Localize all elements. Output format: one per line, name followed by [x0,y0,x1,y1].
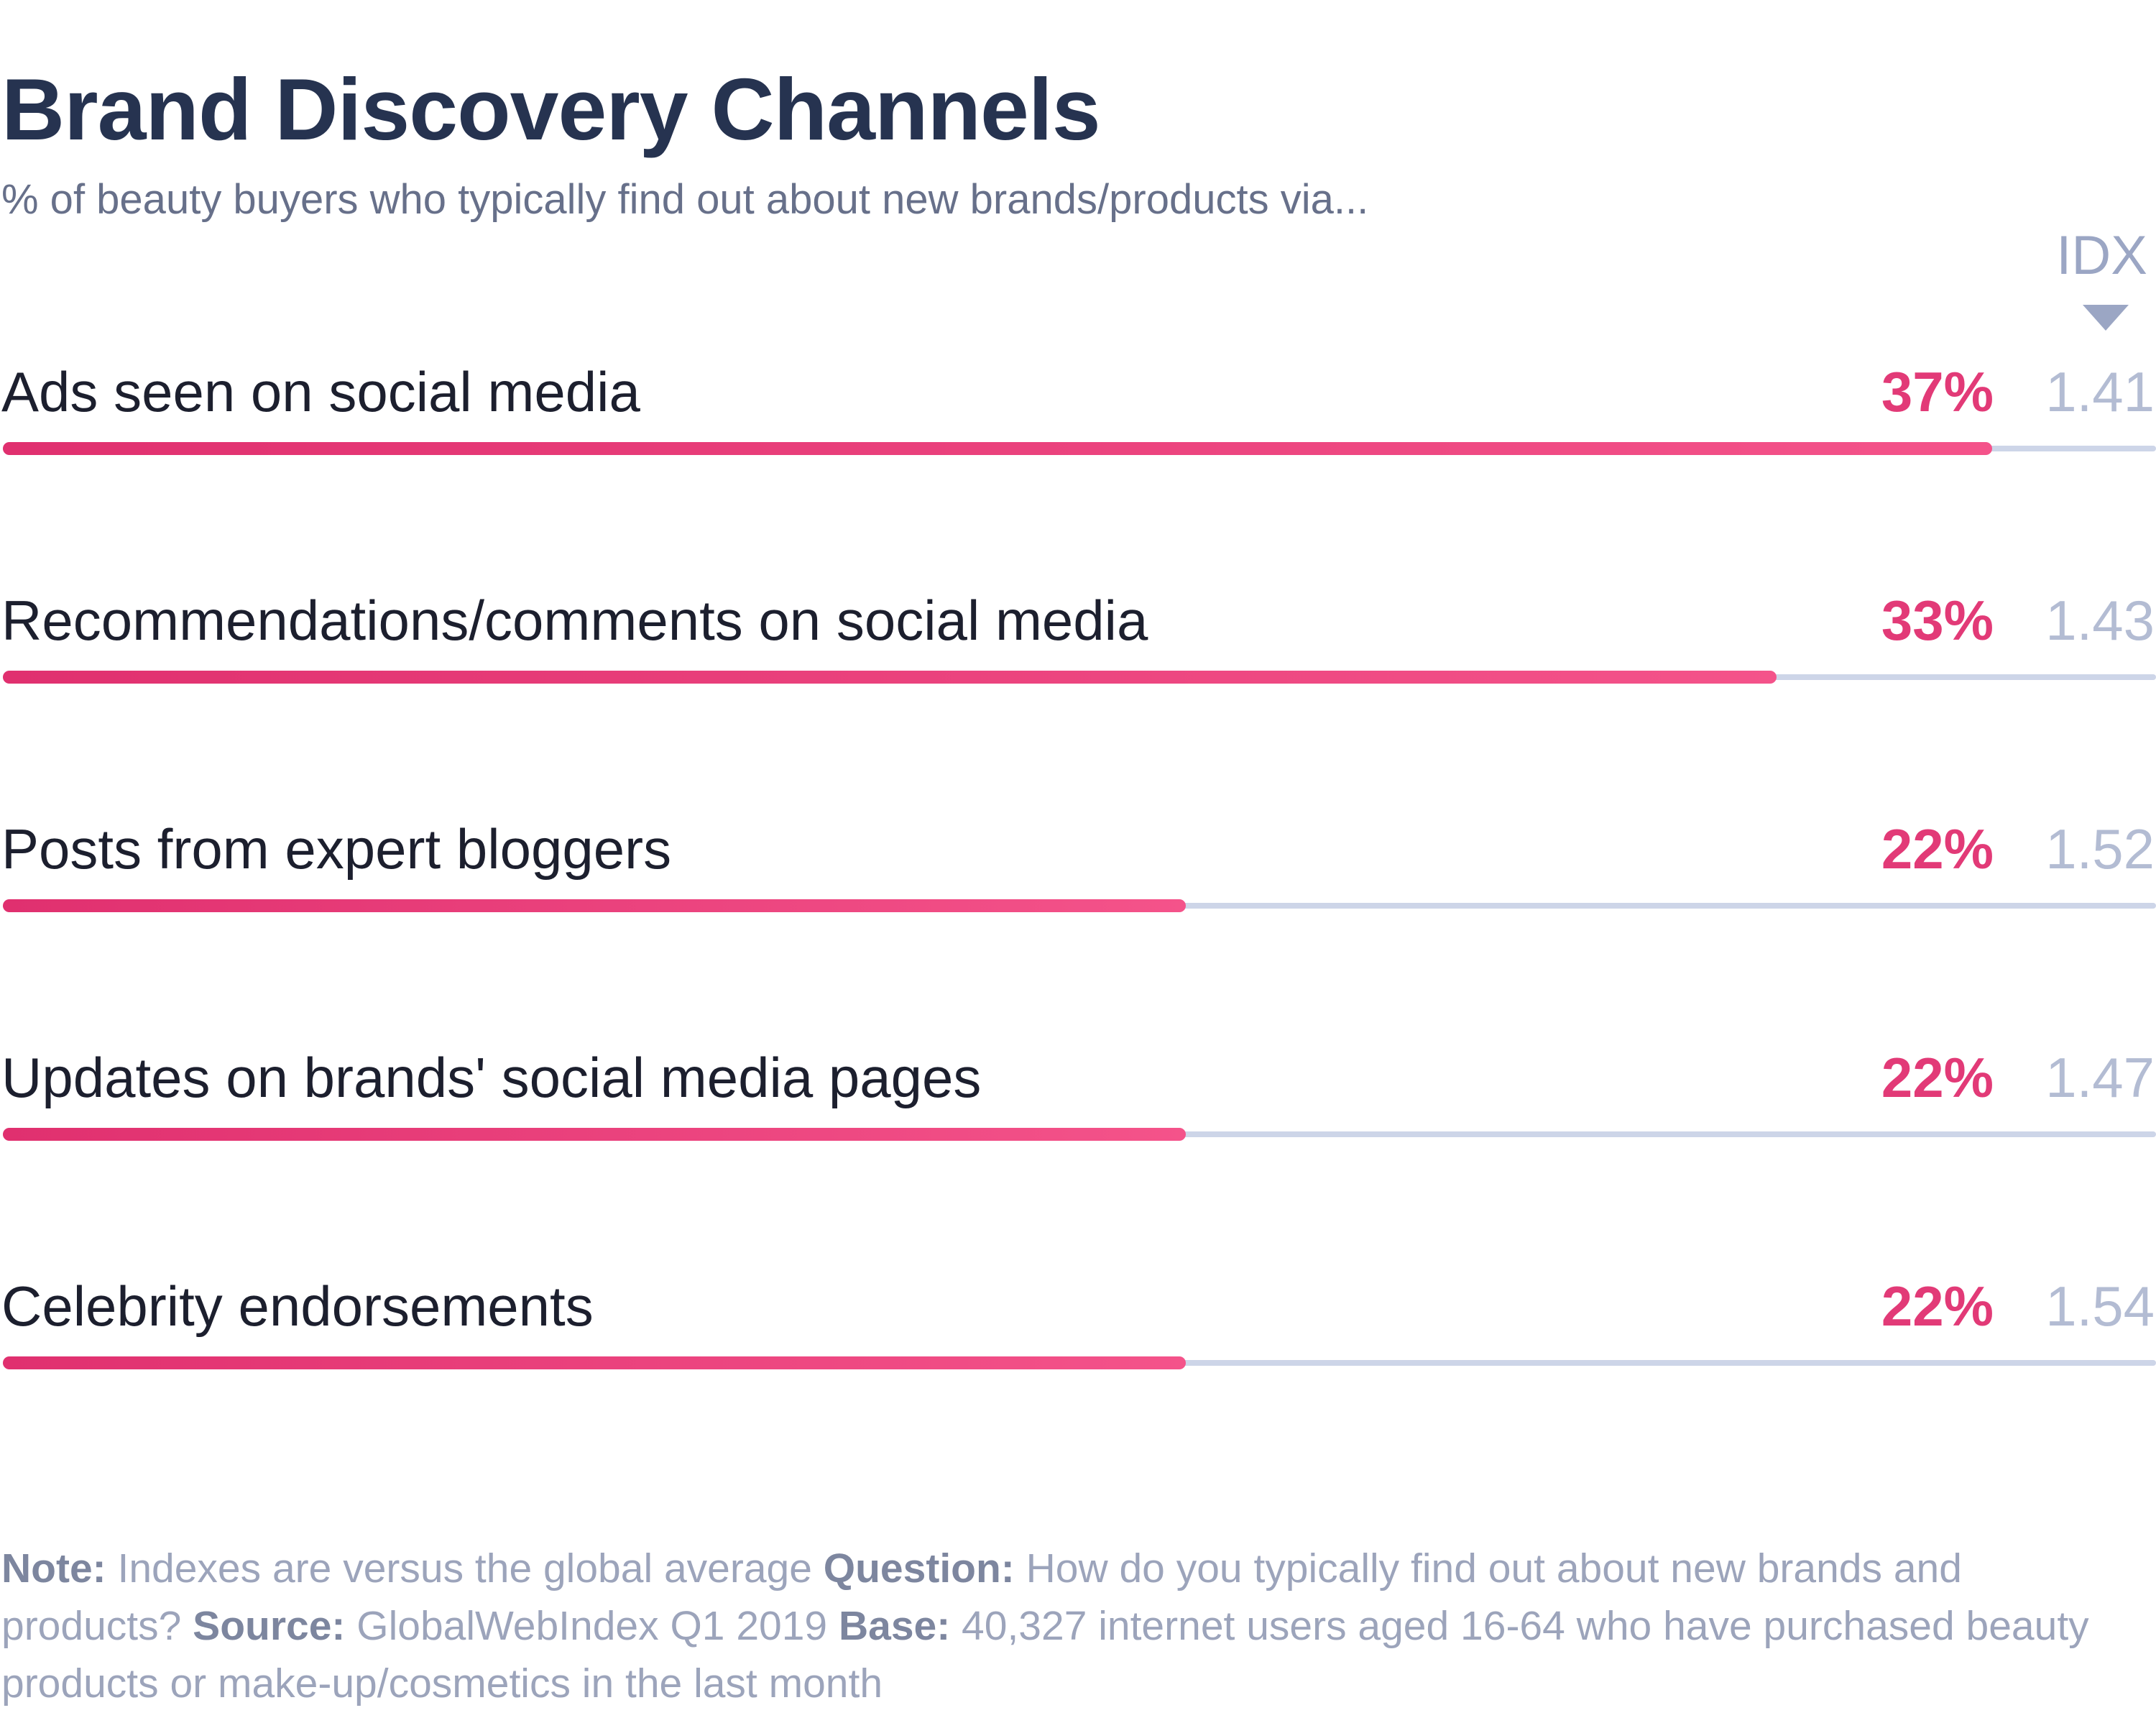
note-label: Note: [1,1545,106,1591]
bar-row: Celebrity endorsements 22% 1.54 [0,1259,2156,1488]
idx-header-label: IDX [2056,225,2147,286]
idx-header: IDX [2040,224,2147,331]
category-label: Recommendations/comments on social media [1,589,1148,652]
bar-row: Updates on brands' social media pages 22%… [0,1031,2156,1259]
source-text: GlobalWebIndex Q1 2019 [345,1603,839,1649]
bar-row: Ads seen on social media 37% 1.41 [0,345,2156,574]
bar [3,1128,1186,1141]
value-label: 22% [1881,1274,1994,1338]
base-label: Base: [838,1603,951,1649]
category-label: Posts from expert bloggers [1,817,672,881]
bar [3,899,1186,912]
bar [3,1356,1186,1369]
index-value: 1.47 [2045,1046,2155,1109]
footnote: Note: Indexes are versus the global aver… [1,1540,2129,1712]
question-text: How do you typically find out about new … [1,1545,1962,1649]
category-label: Ads seen on social media [1,360,640,423]
value-label: 22% [1881,817,1994,881]
category-label: Updates on brands' social media pages [1,1046,982,1109]
value-label: 33% [1881,589,1994,652]
source-label: Source: [193,1603,346,1649]
note-text: Indexes are versus the global average [106,1545,824,1591]
bar-row: Posts from expert bloggers 22% 1.52 [0,802,2156,1031]
value-label: 22% [1881,1046,1994,1109]
index-value: 1.54 [2045,1274,2155,1338]
bar-row: Recommendations/comments on social media… [0,574,2156,802]
bar [3,442,1992,455]
index-value: 1.52 [2045,817,2155,881]
question-label: Question: [823,1545,1015,1591]
index-value: 1.41 [2045,360,2155,423]
triangle-down-icon [2083,305,2129,331]
chart-title: Brand Discovery Channels [1,60,1101,158]
value-label: 37% [1881,360,1994,423]
base-text: 40,327 internet users aged 16-64 who hav… [1,1603,2089,1706]
index-value: 1.43 [2045,589,2155,652]
chart-subtitle: % of beauty buyers who typically find ou… [1,176,1369,223]
category-label: Celebrity endorsements [1,1274,594,1338]
bar-list: Ads seen on social media 37% 1.41 Recommend… [0,345,2156,1488]
bar [3,671,1777,684]
